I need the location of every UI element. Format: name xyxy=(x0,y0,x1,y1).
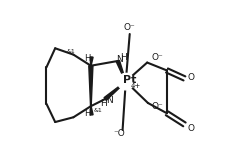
Text: H: H xyxy=(100,99,107,108)
Text: O⁻: O⁻ xyxy=(124,23,136,32)
Polygon shape xyxy=(116,60,126,82)
Polygon shape xyxy=(89,66,93,106)
Polygon shape xyxy=(104,81,126,100)
Text: &1: &1 xyxy=(93,108,102,113)
Text: O⁻: O⁻ xyxy=(152,102,164,112)
Text: O: O xyxy=(188,124,195,133)
Text: Pt: Pt xyxy=(123,76,137,85)
Circle shape xyxy=(118,73,134,90)
Text: O: O xyxy=(188,73,195,82)
Text: ⁻O: ⁻O xyxy=(113,129,125,138)
Text: H: H xyxy=(120,53,127,62)
Text: N: N xyxy=(106,96,113,105)
Text: H: H xyxy=(84,54,90,63)
Text: N: N xyxy=(116,55,123,64)
Text: 4+: 4+ xyxy=(131,83,141,89)
Text: &1: &1 xyxy=(66,49,75,54)
Polygon shape xyxy=(90,106,93,115)
Polygon shape xyxy=(90,57,93,66)
Text: O⁻: O⁻ xyxy=(151,53,163,62)
Text: H: H xyxy=(84,109,91,118)
